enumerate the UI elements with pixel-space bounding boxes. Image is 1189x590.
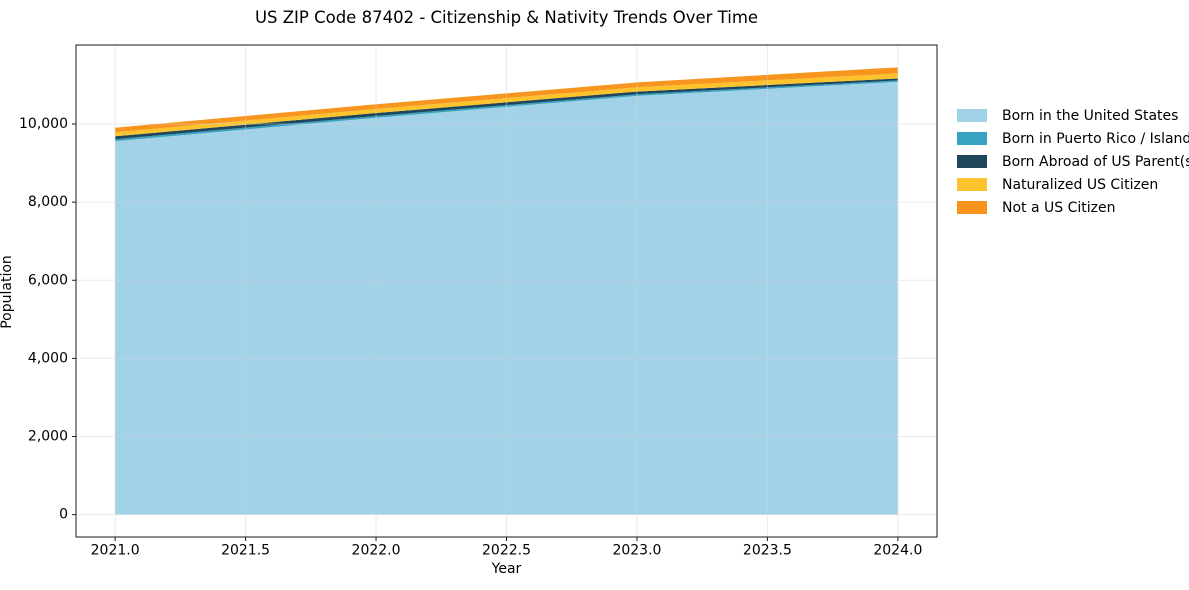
area-series-4 [115, 67, 898, 133]
legend-label: Born in the United States [1002, 107, 1179, 124]
x-tick-label-0: 2021.0 [91, 543, 140, 559]
x-tick-label-6: 2024.0 [873, 543, 922, 559]
legend-swatch-icon [957, 201, 987, 214]
chart-title: US ZIP Code 87402 - Citizenship & Nativi… [254, 8, 759, 27]
y-tick-label-1: 2,000 [28, 429, 68, 445]
legend-item: Born Abroad of US Parent(s) [957, 150, 1189, 173]
legend-swatch-icon [957, 109, 987, 122]
y-tick-label-4: 8,000 [28, 194, 68, 210]
legend-item: Born in Puerto Rico / Islands [957, 127, 1189, 150]
legend: Born in the United States Born in Puerto … [957, 104, 1189, 219]
legend-item: Not a US Citizen [957, 196, 1189, 219]
legend-label: Not a US Citizen [1002, 199, 1116, 216]
legend-item: Born in the United States [957, 104, 1189, 127]
legend-item: Naturalized US Citizen [957, 173, 1189, 196]
legend-label: Born Abroad of US Parent(s) [1002, 153, 1189, 170]
legend-label: Born in Puerto Rico / Islands [1002, 130, 1189, 147]
x-tick-label-3: 2022.5 [482, 543, 531, 559]
y-tick-label-0: 0 [59, 507, 68, 523]
y-tick-label-2: 4,000 [28, 350, 68, 366]
legend-swatch-icon [957, 155, 987, 168]
x-tick-label-1: 2021.5 [221, 543, 270, 559]
x-axis-label: Year [491, 561, 522, 577]
area-series-0 [115, 81, 898, 515]
y-tick-label-5: 10,000 [19, 116, 68, 132]
x-tick-label-5: 2023.5 [743, 543, 792, 559]
y-tick-label-3: 6,000 [28, 272, 68, 288]
y-axis-label: Population [0, 255, 15, 329]
area-series-2 [115, 78, 898, 140]
legend-label: Naturalized US Citizen [1002, 176, 1159, 193]
legend-swatch-icon [957, 178, 987, 191]
x-tick-label-2: 2022.0 [352, 543, 401, 559]
area-series-3 [115, 73, 898, 137]
x-tick-label-4: 2023.0 [612, 543, 661, 559]
legend-swatch-icon [957, 132, 987, 145]
